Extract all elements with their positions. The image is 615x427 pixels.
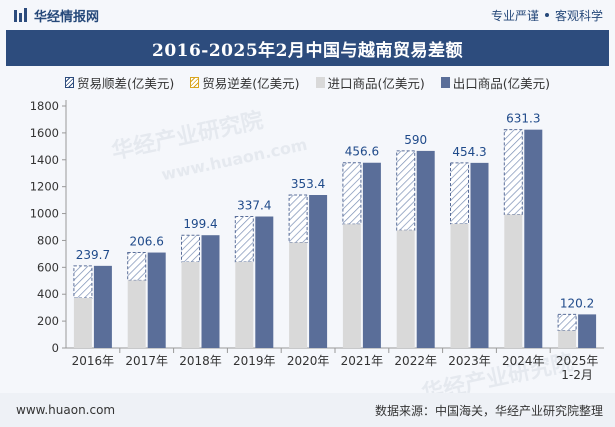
y-tick-label: 1800 xyxy=(30,99,59,113)
legend-label-import: 进口商品(亿美元) xyxy=(327,75,425,91)
bar-chart-logo-icon xyxy=(14,8,27,22)
tagline-left: 专业严谨 xyxy=(490,8,539,23)
y-tick-label: 600 xyxy=(37,260,59,274)
import-bar xyxy=(289,242,308,348)
x-tick-label: 2021年 xyxy=(341,354,384,368)
data-label: 590 xyxy=(404,133,427,147)
surplus-bar xyxy=(234,216,254,263)
brand[interactable]: 华经情报网 xyxy=(14,6,99,25)
export-bar xyxy=(255,216,274,348)
tagline: 专业严谨 客观科学 xyxy=(491,7,603,24)
export-bar xyxy=(524,129,543,348)
legend-label-deficit: 贸易逆差(亿美元) xyxy=(202,75,300,91)
x-tick-label: 2017年 xyxy=(125,354,168,368)
x-tick-label: 2024年 xyxy=(502,354,545,368)
import-bar xyxy=(181,261,200,348)
x-tick-label: 2023年 xyxy=(448,354,491,368)
surplus-bar xyxy=(288,194,308,243)
import-bar xyxy=(342,224,361,348)
y-tick-label: 200 xyxy=(37,314,59,328)
surplus-bar xyxy=(450,162,469,225)
import-swatch-icon xyxy=(315,76,325,88)
import-bar xyxy=(558,330,577,348)
y-tick-label: 1200 xyxy=(30,180,59,194)
data-label: 199.4 xyxy=(183,217,217,231)
y-tick-label: 1600 xyxy=(30,126,59,140)
data-label: 120.2 xyxy=(560,296,594,310)
y-tick-label: 800 xyxy=(37,233,59,247)
brand-name: 华经情报网 xyxy=(34,9,100,25)
y-tick-label: 1400 xyxy=(30,153,59,167)
export-bar xyxy=(147,252,166,348)
chart-area: 0 200 400 600 800 1000 1200 1400 1600 1800 239.7 20… xyxy=(30,99,604,382)
legend-label-export: 出口商品(亿美元) xyxy=(452,75,551,91)
tagline-right: 客观科学 xyxy=(554,8,603,23)
y-tick-label: 0 xyxy=(52,341,59,355)
import-bar xyxy=(73,297,92,348)
deficit-swatch-icon xyxy=(190,76,200,88)
import-bar xyxy=(504,214,523,348)
footer: www.huaon.com 数据来源：中国海关，华经产业研究院整理 xyxy=(0,393,615,427)
legend-item-export[interactable]: 出口商品(亿美元) xyxy=(440,73,551,92)
legend-item-import[interactable]: 进口商品(亿美元) xyxy=(315,73,425,92)
x-tick-label: 2016年 xyxy=(72,354,115,368)
x-tick-label: 2025年 1-2月 xyxy=(556,354,599,382)
y-tick-label: 400 xyxy=(37,287,59,301)
export-bar xyxy=(201,235,220,348)
import-bar xyxy=(450,223,469,348)
surplus-bar xyxy=(73,265,93,299)
import-bar xyxy=(396,230,415,348)
title-bar: 2016-2025年2月中国与越南贸易差额 xyxy=(6,30,609,66)
surplus-bar xyxy=(127,252,147,281)
surplus-swatch-icon xyxy=(64,76,74,88)
x-tick-label: 2022年 xyxy=(394,354,437,368)
legend-item-surplus[interactable]: 贸易顺差(亿美元) xyxy=(64,73,175,92)
legend-item-deficit[interactable]: 贸易逆差(亿美元) xyxy=(190,73,300,92)
data-label: 454.3 xyxy=(452,145,486,159)
import-bar xyxy=(127,280,146,348)
export-bar xyxy=(470,162,489,348)
data-label: 631.3 xyxy=(506,112,540,126)
x-tick-label: 2018年 xyxy=(179,354,222,368)
separator-dot-icon xyxy=(544,13,549,17)
export-swatch-icon xyxy=(440,76,450,88)
import-bar xyxy=(235,261,254,348)
surplus-bar xyxy=(342,162,362,225)
export-bar xyxy=(309,195,328,348)
footer-website[interactable]: www.huaon.com xyxy=(16,403,116,417)
export-bar xyxy=(416,150,435,348)
x-tick-label: 2019年 xyxy=(233,354,276,368)
surplus-bar xyxy=(396,150,416,231)
surplus-bar xyxy=(557,313,577,332)
data-label: 206.6 xyxy=(130,235,164,249)
footer-source: 数据来源：中国海关，华经产业研究院整理 xyxy=(374,403,603,418)
data-label: 239.7 xyxy=(76,248,110,262)
data-label: 456.6 xyxy=(345,145,379,159)
legend: 贸易顺差(亿美元) 贸易逆差(亿美元) 进口商品(亿美元) 出口商品(亿美元) xyxy=(0,70,615,94)
data-label: 337.4 xyxy=(237,199,271,213)
chart-title: 2016-2025年2月中国与越南贸易差额 xyxy=(151,40,463,61)
top-bar: 华经情报网 专业严谨 客观科学 xyxy=(0,0,615,30)
data-label: 353.4 xyxy=(291,177,325,191)
export-bar xyxy=(93,265,112,348)
surplus-bar xyxy=(503,129,523,215)
y-tick-label: 1000 xyxy=(30,207,59,221)
legend-label-surplus: 贸易顺差(亿美元) xyxy=(76,75,175,91)
x-tick-label: 2020年 xyxy=(287,354,330,368)
export-bar xyxy=(362,162,381,348)
surplus-bar xyxy=(181,234,200,263)
export-bar xyxy=(578,314,597,348)
